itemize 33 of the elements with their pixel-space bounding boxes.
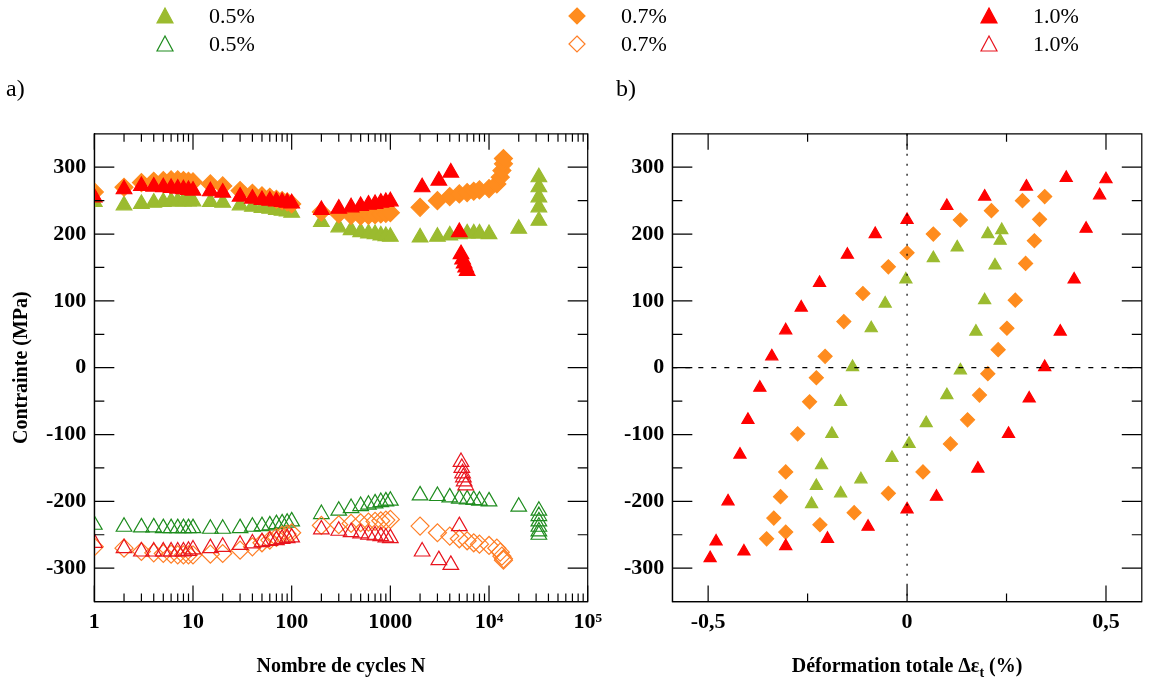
y-tick-label: -100 bbox=[46, 420, 87, 446]
x-tick-label: 10⁴ bbox=[474, 608, 504, 634]
legend-label: 1.0% bbox=[1033, 3, 1079, 29]
y-tick-label: 300 bbox=[53, 152, 87, 178]
y-tick-label: 100 bbox=[631, 286, 665, 312]
y-tick-label: 200 bbox=[53, 219, 87, 245]
legend-label: 0.7% bbox=[621, 31, 667, 57]
y-tick-label: 0 bbox=[75, 353, 87, 379]
y-tick-label: 100 bbox=[53, 286, 87, 312]
y-tick-label: 200 bbox=[631, 219, 665, 245]
x-tick-label: 0,5 bbox=[1092, 608, 1120, 634]
y-tick-label: -100 bbox=[624, 420, 665, 446]
x-tick-label: 0 bbox=[901, 608, 913, 634]
x-tick-label: 1000 bbox=[368, 608, 413, 634]
x-tick-label: -0,5 bbox=[690, 608, 726, 634]
x-axis-title: Nombre de cycles N bbox=[256, 654, 427, 678]
x-tick-label: 100 bbox=[275, 608, 309, 634]
x-tick-label: 10⁵ bbox=[573, 608, 603, 634]
x-tick-label: 1 bbox=[88, 608, 100, 634]
legend-label: 0.7% bbox=[621, 3, 667, 29]
y-tick-label: 0 bbox=[653, 353, 665, 379]
y-tick-label: -200 bbox=[46, 487, 87, 513]
chart-title: b) bbox=[616, 74, 636, 101]
x-tick-label: 10 bbox=[182, 608, 204, 634]
legend-label: 0.5% bbox=[209, 3, 255, 29]
y-tick-label: -300 bbox=[624, 553, 665, 579]
y-tick-label: -300 bbox=[46, 553, 87, 579]
y-tick-label: 300 bbox=[631, 152, 665, 178]
legend-label: 1.0% bbox=[1033, 31, 1079, 57]
legend-label: 0.5% bbox=[209, 31, 255, 57]
y-tick-label: -200 bbox=[624, 487, 665, 513]
chart-title: a) bbox=[6, 74, 25, 101]
y-axis-title: Contrainte (MPa) bbox=[9, 291, 33, 445]
